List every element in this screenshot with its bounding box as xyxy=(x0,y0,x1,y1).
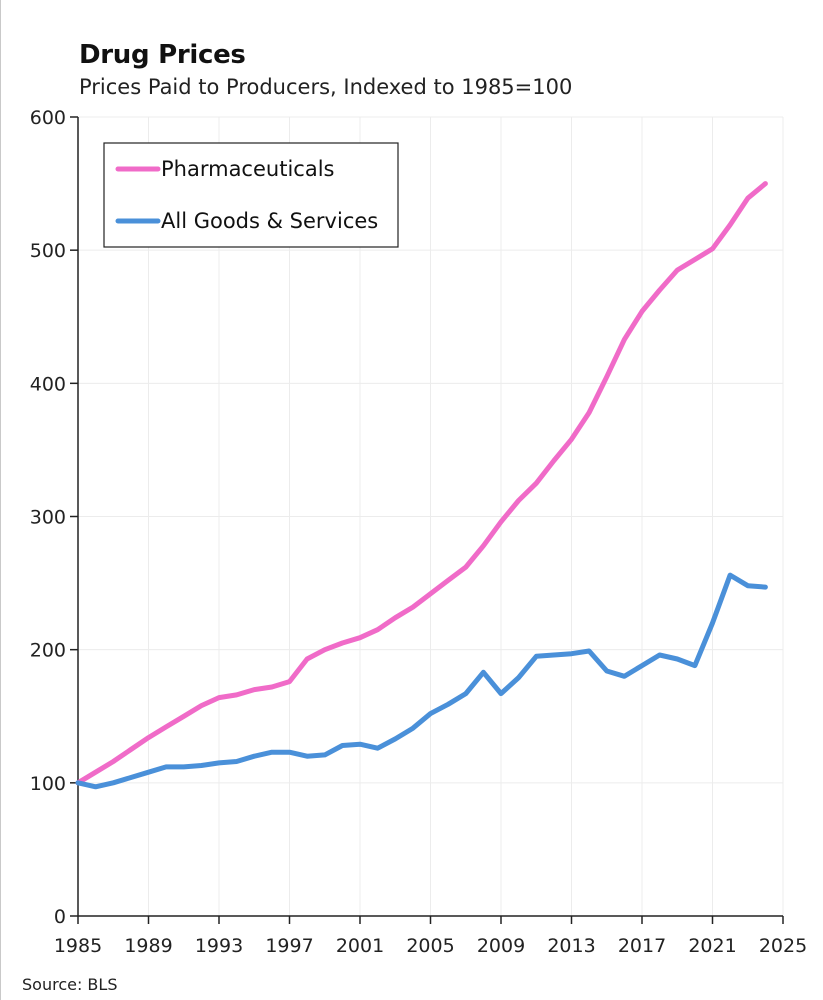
legend-label-all-goods-services: All Goods & Services xyxy=(161,209,378,233)
x-tick-label: 2025 xyxy=(759,935,807,957)
y-tick-label: 0 xyxy=(54,906,66,928)
y-tick-label: 400 xyxy=(30,373,66,395)
series-layer xyxy=(75,181,768,790)
y-tick-label: 500 xyxy=(30,240,66,262)
chart-title: Drug Prices xyxy=(79,40,246,70)
x-tick-label: 1989 xyxy=(124,935,172,957)
y-tick-label: 200 xyxy=(30,640,66,662)
x-tick-label: 2009 xyxy=(477,935,525,957)
x-tick-label: 1997 xyxy=(265,935,313,957)
frame-edge xyxy=(0,0,1,1000)
legend: Pharmaceuticals All Goods & Services xyxy=(103,142,399,248)
x-tick-label: 1993 xyxy=(195,935,243,957)
x-tick-label: 2017 xyxy=(618,935,666,957)
grid-layer xyxy=(78,116,784,916)
x-tick-label: 2005 xyxy=(406,935,454,957)
x-tick-label: 2001 xyxy=(336,935,384,957)
x-tick-label: 1985 xyxy=(54,935,102,957)
legend-box xyxy=(103,142,399,248)
chart-subtitle: Prices Paid to Producers, Indexed to 198… xyxy=(79,75,573,99)
y-tick-label: 600 xyxy=(30,107,66,129)
x-tick-label: 2013 xyxy=(547,935,595,957)
series-line-pharmaceuticals xyxy=(75,181,768,786)
y-tick-label: 300 xyxy=(30,507,66,529)
x-tick-label: 2021 xyxy=(688,935,736,957)
source-note: Source: BLS xyxy=(22,975,118,994)
y-tick-label: 100 xyxy=(30,773,66,795)
series-line-all-goods-services xyxy=(75,572,768,790)
legend-label-pharmaceuticals: Pharmaceuticals xyxy=(161,157,334,181)
